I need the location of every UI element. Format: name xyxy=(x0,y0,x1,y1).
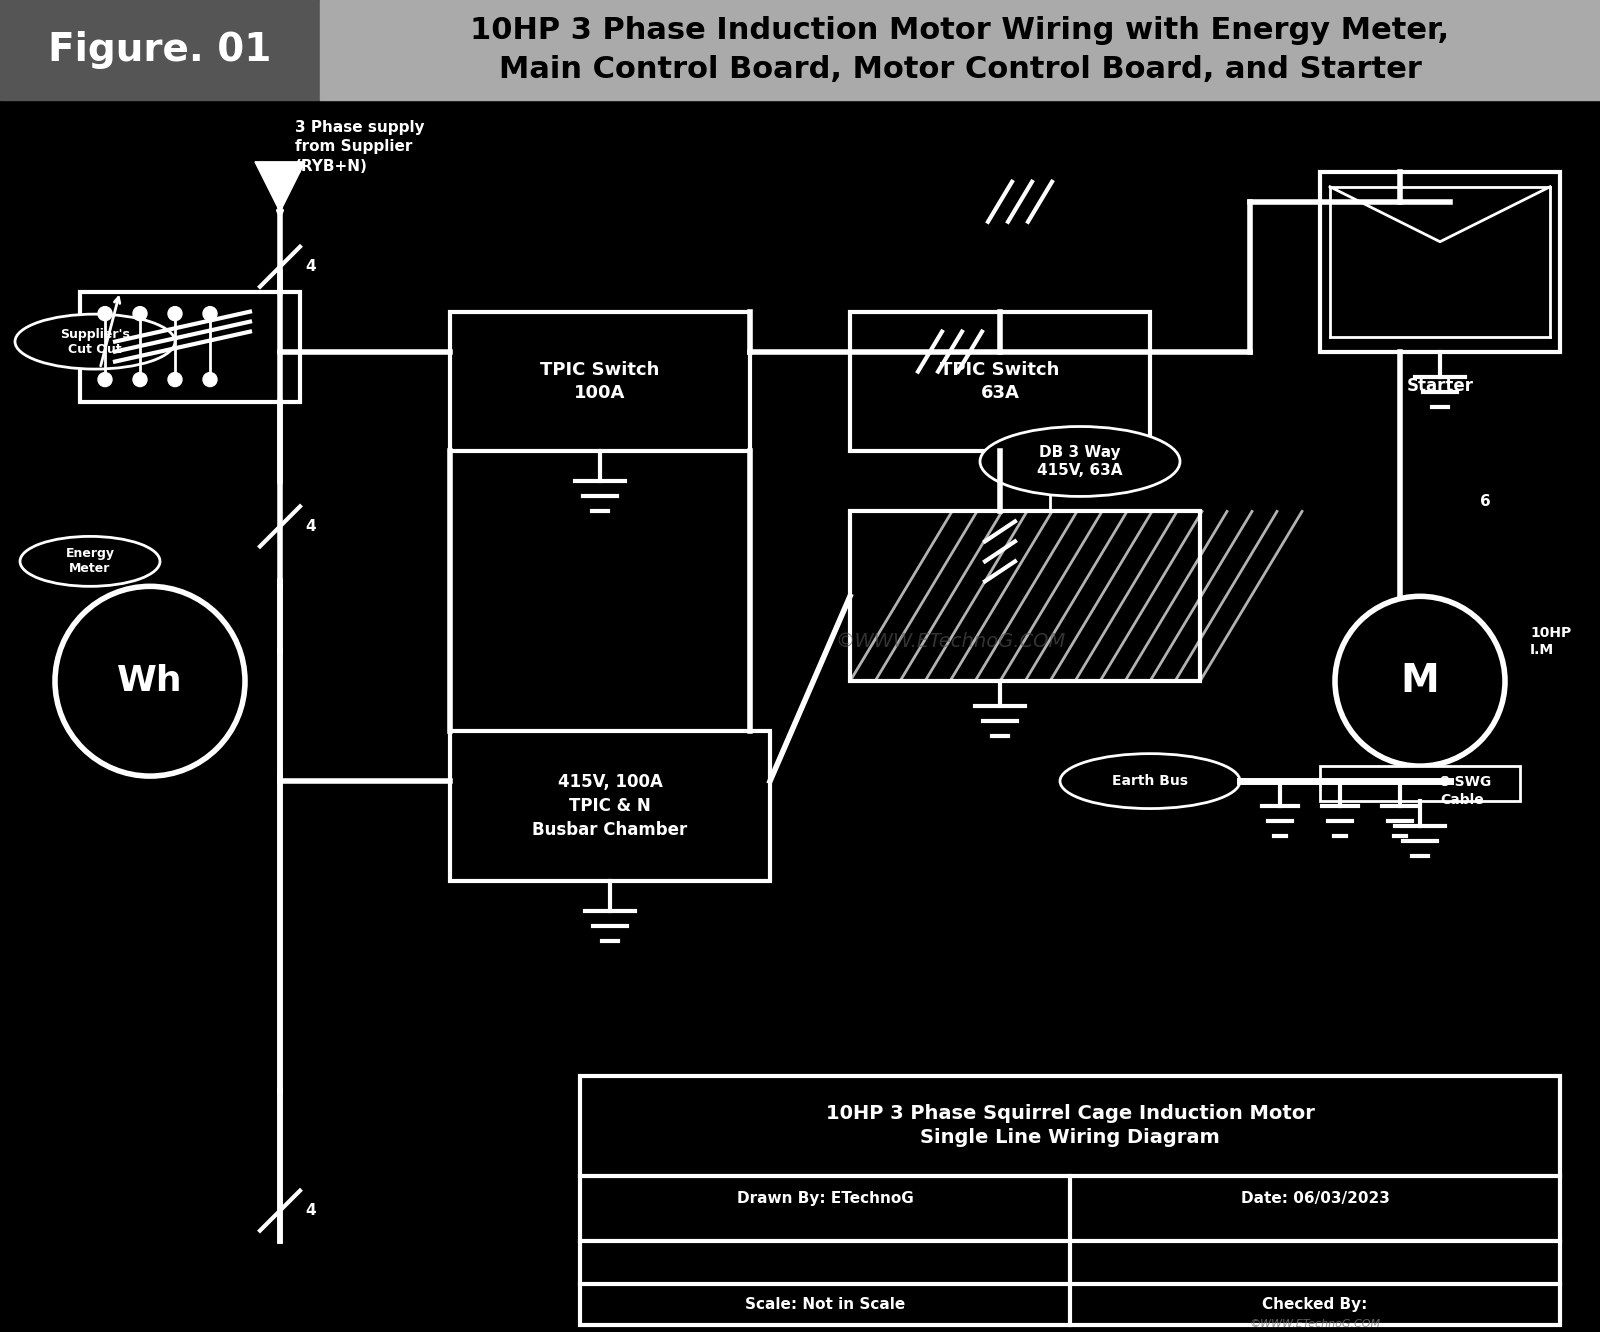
Text: Scale: Not in Scale: Scale: Not in Scale xyxy=(746,1297,906,1312)
Text: Energy
Meter: Energy Meter xyxy=(66,547,115,575)
Text: Wh: Wh xyxy=(117,665,182,698)
Ellipse shape xyxy=(979,426,1181,497)
Text: 10HP 3 Phase Induction Motor Wiring with Energy Meter,
Main Control Board, Motor: 10HP 3 Phase Induction Motor Wiring with… xyxy=(470,16,1450,84)
Circle shape xyxy=(203,373,218,386)
Text: ©WWW.ETechnoG.COM: ©WWW.ETechnoG.COM xyxy=(1250,1320,1381,1329)
Bar xyxy=(80,292,301,401)
Text: Date: 06/03/2023: Date: 06/03/2023 xyxy=(1240,1191,1389,1205)
Circle shape xyxy=(54,586,245,777)
Text: 10HP
I.M: 10HP I.M xyxy=(1530,626,1571,657)
Text: Supplier's
Cut Out: Supplier's Cut Out xyxy=(61,328,130,356)
Text: Starter: Starter xyxy=(1406,377,1474,394)
Bar xyxy=(850,511,1200,681)
Text: Checked By:: Checked By: xyxy=(1262,1297,1368,1312)
Bar xyxy=(1320,766,1520,801)
Polygon shape xyxy=(254,161,306,212)
Ellipse shape xyxy=(19,537,160,586)
Circle shape xyxy=(1334,597,1506,766)
Bar xyxy=(579,1076,1560,1325)
Bar xyxy=(850,312,1150,452)
Ellipse shape xyxy=(1059,754,1240,809)
Text: 4: 4 xyxy=(306,519,315,534)
Text: 4: 4 xyxy=(306,260,315,274)
Circle shape xyxy=(98,373,112,386)
Text: TPIC Switch
63A: TPIC Switch 63A xyxy=(941,361,1059,402)
Text: Earth Bus: Earth Bus xyxy=(1112,774,1187,789)
Circle shape xyxy=(98,306,112,321)
Text: M: M xyxy=(1400,662,1440,701)
Text: Drawn By: ETechnoG: Drawn By: ETechnoG xyxy=(736,1191,914,1205)
Text: DB 3 Way
415V, 63A: DB 3 Way 415V, 63A xyxy=(1037,445,1123,478)
FancyBboxPatch shape xyxy=(0,0,320,100)
Circle shape xyxy=(203,306,218,321)
Bar xyxy=(450,312,750,452)
Ellipse shape xyxy=(14,314,174,369)
Text: 3 Phase supply
from Supplier
(RYB+N): 3 Phase supply from Supplier (RYB+N) xyxy=(294,120,424,174)
Bar xyxy=(1320,172,1560,352)
Circle shape xyxy=(133,306,147,321)
Text: 6: 6 xyxy=(1480,494,1491,509)
Text: Figure. 01: Figure. 01 xyxy=(48,31,272,69)
Circle shape xyxy=(168,373,182,386)
Text: 10HP 3 Phase Squirrel Cage Induction Motor
Single Line Wiring Diagram: 10HP 3 Phase Squirrel Cage Induction Mot… xyxy=(826,1104,1315,1147)
Text: TPIC Switch
100A: TPIC Switch 100A xyxy=(541,361,659,402)
Bar xyxy=(450,731,770,880)
Circle shape xyxy=(133,373,147,386)
Text: 4: 4 xyxy=(306,1203,315,1217)
Circle shape xyxy=(168,306,182,321)
Text: 8 SWG
Cable: 8 SWG Cable xyxy=(1440,775,1491,807)
FancyBboxPatch shape xyxy=(320,0,1600,100)
Text: 415V, 100A
TPIC & N
Busbar Chamber: 415V, 100A TPIC & N Busbar Chamber xyxy=(533,774,688,839)
Text: ©WWW.ETechnoG.COM: ©WWW.ETechnoG.COM xyxy=(835,631,1066,651)
